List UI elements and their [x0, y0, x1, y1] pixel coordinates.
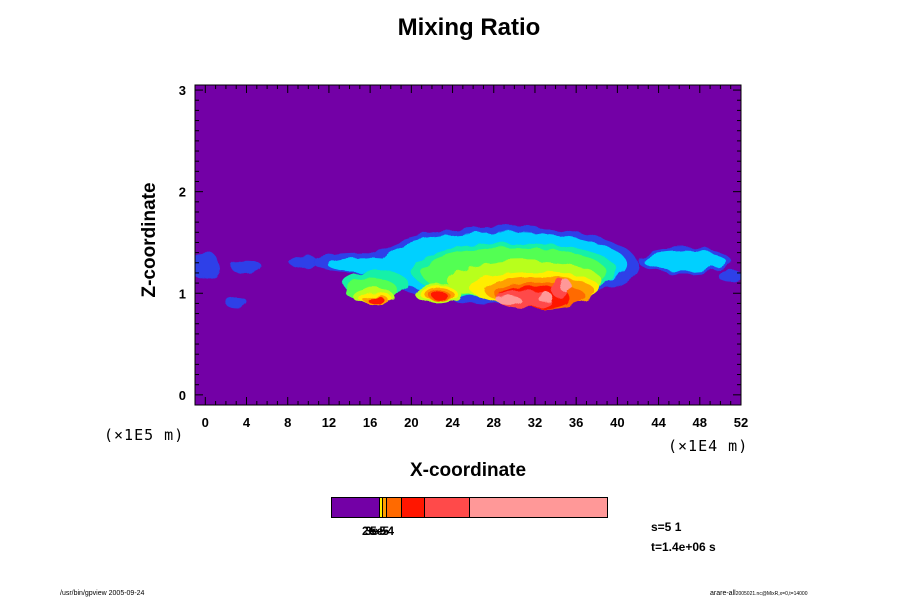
y-tick-label: 0: [179, 388, 186, 403]
colorbar-segment: [378, 498, 383, 517]
colorbar-segment: [423, 498, 469, 517]
field-level-8: [368, 296, 385, 305]
x-tick-label: 32: [528, 415, 542, 430]
time-info: t=1.4e+06 s: [651, 540, 716, 554]
x-tick-label: 24: [445, 415, 460, 430]
colorbar-segment: [400, 498, 424, 517]
x-tick-label: 44: [651, 415, 666, 430]
field-level-1: [327, 257, 403, 272]
x-tick-label: 12: [322, 415, 336, 430]
colorbar-segment: [332, 498, 379, 517]
y-tick-label: 3: [179, 83, 186, 98]
x-axis-unit: (×1E4 m): [668, 437, 749, 455]
colorbar-label: 2e-5: [362, 524, 387, 538]
x-tick-label: 48: [693, 415, 707, 430]
chart-title: Mixing Ratio: [397, 14, 541, 41]
field-level-8: [431, 290, 447, 301]
field-level-0: [718, 269, 741, 283]
x-axis-label: X-coordinate: [409, 460, 527, 481]
footer-file-detail: 2005021.nc@MixR,x=0,t=14000: [735, 591, 808, 597]
field-level-10: [496, 296, 522, 305]
x-tick-label: 0: [202, 415, 209, 430]
x-tick-label: 36: [569, 415, 583, 430]
colorbar: [331, 497, 608, 518]
colorbar-segment: [468, 498, 607, 517]
x-tick-label: 8: [284, 415, 291, 430]
x-tick-label: 40: [610, 415, 624, 430]
field-level-0: [288, 255, 318, 268]
field-level-10: [537, 293, 554, 302]
mixing-ratio-field: [195, 226, 741, 309]
colorbar-segment: [386, 498, 401, 517]
footer-file: arare-all2005021.nc@MixR,x=0,t=14000: [710, 590, 807, 597]
plot-frame: [194, 84, 742, 406]
x-tick-label: 52: [734, 415, 748, 430]
field-level-1: [643, 250, 726, 271]
y-axis-label: Z-coordinate: [139, 182, 160, 298]
footer-file-main: arare-all: [710, 590, 736, 597]
x-tick-label: 20: [404, 415, 418, 430]
x-tick-label: 16: [363, 415, 377, 430]
section-info: s=5 1: [651, 520, 682, 534]
field-level-0: [224, 297, 248, 308]
y-tick-label: 2: [179, 185, 186, 200]
field-level-10: [561, 279, 571, 294]
colorbar-segment: [382, 498, 387, 517]
y-tick-label: 1: [179, 286, 186, 301]
colorbar-label: 3e-5: [365, 524, 390, 538]
x-tick-label: 28: [487, 415, 501, 430]
field-level-0: [195, 251, 220, 281]
colorbar-label: 5e-4: [370, 524, 395, 538]
x-tick-label: 4: [243, 415, 251, 430]
footer-command: /usr/bin/gpview 2005-09-24: [60, 590, 145, 597]
y-axis-unit: (×1E5 m): [104, 426, 185, 444]
field-level-0: [231, 259, 262, 274]
